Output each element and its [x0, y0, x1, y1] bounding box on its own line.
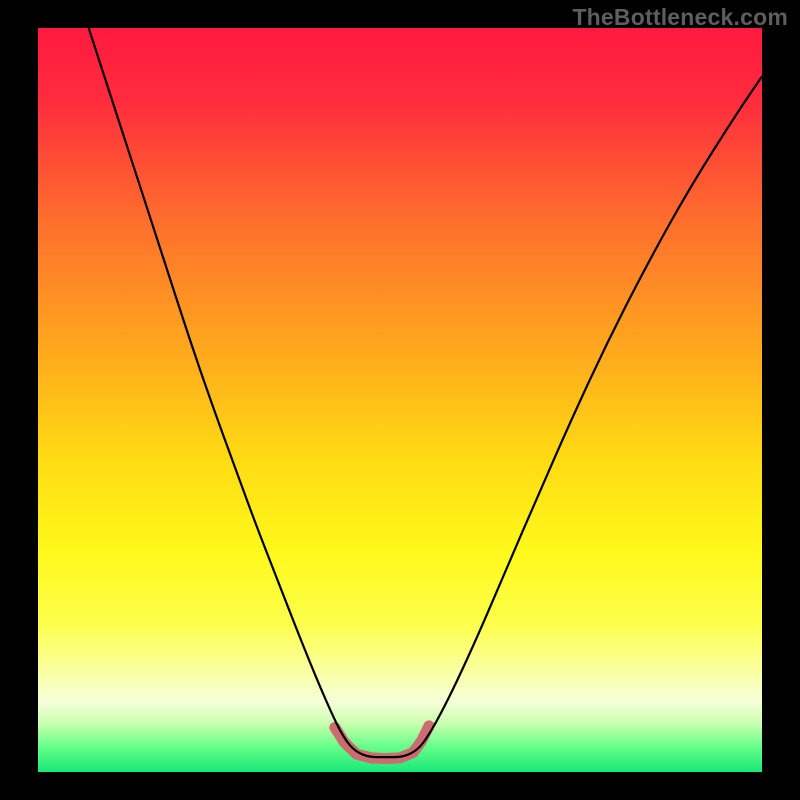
watermark-text: TheBottleneck.com [572, 4, 788, 31]
chart-container: TheBottleneck.com [0, 0, 800, 800]
chart-svg [0, 0, 800, 800]
chart-gradient-panel [38, 28, 762, 772]
